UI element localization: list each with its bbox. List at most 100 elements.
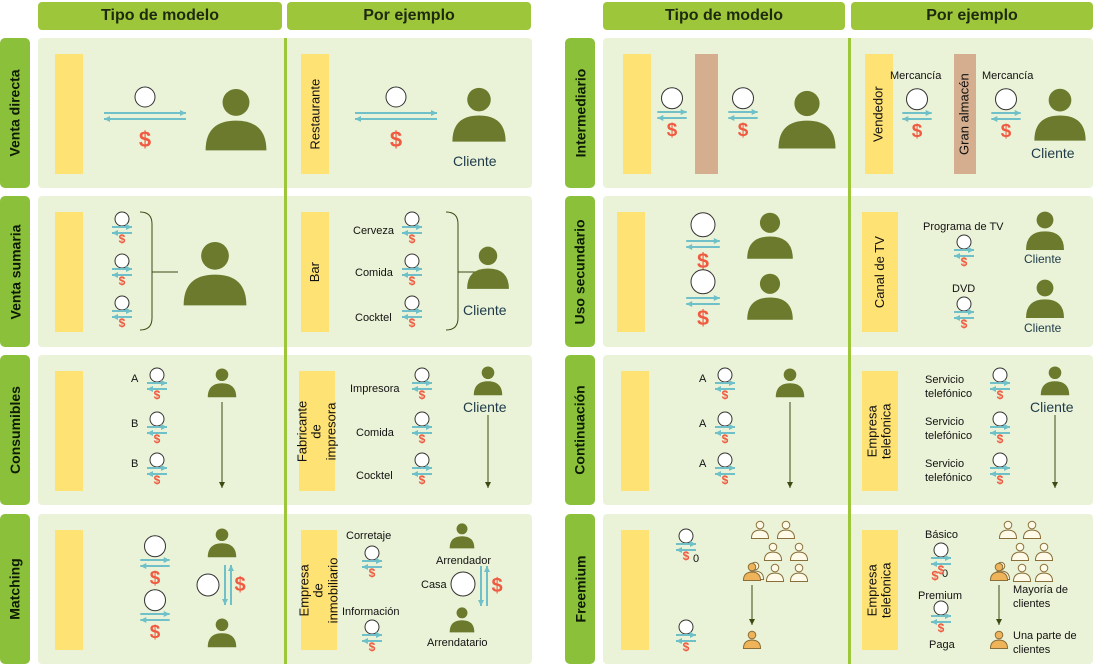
dollar-icon: $: [150, 622, 161, 643]
customer-label: Cliente: [1030, 399, 1074, 415]
coin-icon: [956, 296, 972, 312]
yellow-bar: [55, 371, 83, 491]
customer-label: Cliente: [1031, 145, 1075, 161]
dollar-icon: $: [938, 621, 945, 635]
arrow-head-icon: [180, 110, 186, 116]
arrow-head-icon: [968, 309, 974, 315]
example-label-empresa-telefonica-freemium: Empresa telefonica: [862, 530, 898, 650]
basic-label: Básico: [925, 529, 959, 541]
arrow-head-icon: [416, 308, 422, 314]
arrow-head-icon: [990, 430, 996, 436]
coin-icon: [404, 295, 420, 311]
arrow-head-icon: [676, 638, 682, 644]
row-label-consumibles: Consumibles: [0, 355, 30, 505]
arrow-head-icon: [163, 557, 170, 563]
coin-icon: [678, 619, 694, 635]
dollar-icon: $: [722, 388, 729, 402]
casa-label: Casa: [421, 579, 447, 591]
yellow-bar: [621, 530, 649, 650]
arrow-head-icon: [402, 314, 408, 320]
customer-label: Cliente: [1024, 321, 1062, 335]
dollar-icon: $: [667, 120, 678, 141]
dollar-icon: $: [154, 473, 161, 487]
dollar-icon: $: [390, 127, 402, 152]
arrow-head-icon: [931, 619, 937, 625]
arrow-head-icon: [112, 272, 118, 278]
arrow-head-icon: [412, 471, 418, 477]
person-icon: [1034, 88, 1086, 141]
arrow-head-icon: [431, 110, 437, 116]
arrow-head-icon: [1004, 380, 1010, 386]
dollar-icon: $: [409, 232, 416, 246]
person-icon: [1026, 279, 1064, 318]
person-icon: [765, 563, 785, 583]
item-label: Comida: [355, 267, 393, 279]
arrow-head-icon: [402, 230, 408, 236]
arrow-head-icon: [902, 116, 909, 122]
dollar-icon: $: [369, 566, 376, 580]
minority-label: Una parte de clientes: [1013, 630, 1077, 656]
dollar-icon: $: [697, 305, 709, 330]
arrow-head-icon: [104, 116, 110, 122]
coin-icon: [196, 573, 220, 597]
person-icon: [205, 88, 267, 151]
premium-label: Premium: [918, 590, 963, 602]
dollar-icon: $: [683, 549, 690, 563]
person-icon: [207, 528, 237, 558]
person-icon: [1040, 366, 1070, 396]
coin-icon: [149, 411, 165, 427]
coin-icon: [678, 528, 694, 544]
arrow-head-icon: [686, 301, 693, 307]
coin-icon: [906, 88, 928, 111]
person-icon: [789, 542, 809, 562]
customer-label: Cliente: [463, 302, 507, 318]
coin-icon: [149, 367, 165, 383]
person-icon: [1022, 520, 1042, 540]
person-icon: [1010, 542, 1030, 562]
person-icon: [789, 563, 809, 583]
person-icon: [989, 562, 1009, 582]
model-item-label: B: [131, 458, 139, 470]
model-item-label: B: [131, 418, 139, 430]
dollar-icon: $: [912, 121, 923, 142]
zero-label: 0: [693, 553, 700, 565]
premium-price-label: Paga: [929, 639, 955, 651]
row-label-venta-directa: Venta directa: [0, 38, 30, 188]
arrow-head-icon: [990, 471, 996, 477]
arrow-head-icon: [478, 600, 484, 606]
header-right-example: Por ejemplo: [851, 2, 1093, 30]
dollar-icon: $: [961, 317, 968, 331]
dollar-icon: $: [234, 574, 245, 596]
coin-icon: [992, 452, 1008, 468]
person-icon: [1012, 563, 1032, 583]
arrow-head-icon: [426, 424, 432, 430]
arrow-head-icon: [715, 430, 721, 436]
coin-icon: [114, 211, 130, 227]
yellow-bar: [617, 212, 645, 332]
arrow-head-icon: [990, 386, 996, 392]
row-label-freemium: Freemium: [565, 514, 595, 664]
person-icon: [207, 368, 237, 398]
arrow-head-icon: [112, 314, 118, 320]
dollar-icon: $: [938, 563, 945, 577]
arrow-head-icon: [686, 244, 693, 250]
person-icon: [750, 520, 770, 540]
arrow-head-icon: [362, 638, 368, 644]
dollar-icon: $: [369, 640, 376, 654]
example-label-canal-tv: Canal de TV: [862, 212, 898, 332]
coin-icon: [956, 234, 972, 250]
coin-icon: [450, 571, 476, 597]
arrow-head-icon: [426, 465, 432, 471]
row-label-continuacion: Continuación: [565, 355, 595, 505]
example-label-fabricante: Fabricante de impresora: [295, 371, 338, 491]
coin-icon: [995, 88, 1017, 111]
header-left-model: Tipo de modelo: [38, 2, 282, 30]
arrow-head-icon: [126, 266, 132, 272]
arrow-head-icon: [402, 272, 408, 278]
arrow-head-icon: [729, 465, 735, 471]
dollar-icon: $: [1001, 121, 1012, 142]
item-label: Programa de TV: [923, 221, 1004, 233]
arrow-head-icon: [126, 308, 132, 314]
column-separator: [848, 38, 851, 664]
dollar-icon: $: [150, 568, 161, 589]
